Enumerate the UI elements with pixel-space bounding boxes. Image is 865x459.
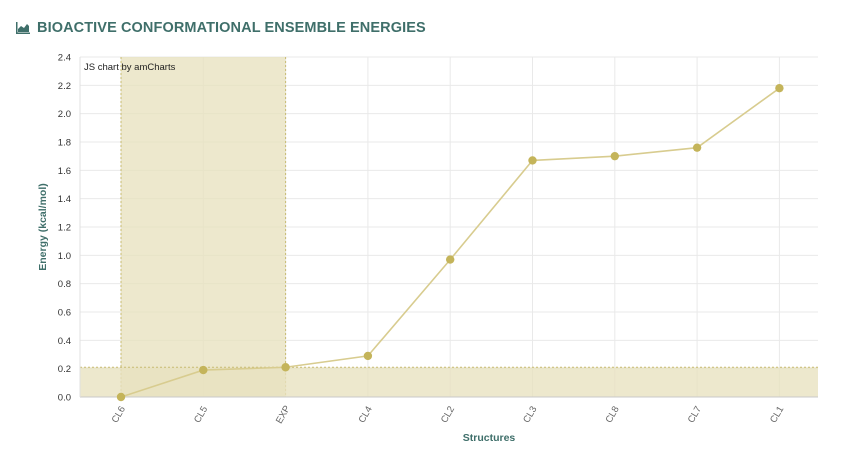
x-tick-label-cl6: CL6 — [110, 404, 128, 425]
data-point-cl2 — [446, 255, 455, 264]
chart-title: BIOACTIVE CONFORMATIONAL ENSEMBLE ENERGI… — [37, 20, 426, 36]
y-tick-label: 0.0 — [58, 393, 71, 404]
data-point-cl7 — [692, 143, 702, 152]
y-tick-label: 1.4 — [58, 194, 71, 205]
series-points — [116, 83, 784, 402]
y-tick-label: 1.8 — [58, 138, 71, 149]
y-tick-label: 2.2 — [58, 81, 71, 92]
y-tick-label: 2.4 — [58, 53, 71, 64]
x-tick-label-cl5: CL5 — [192, 404, 210, 425]
data-point-cl6 — [116, 392, 126, 402]
x-tick-label-cl4: CL4 — [357, 404, 375, 425]
area-chart-icon — [16, 22, 30, 34]
x-tick-label-cl1: CL1 — [768, 404, 786, 425]
data-point-cl1 — [775, 83, 784, 93]
x-axis-title: Structures — [463, 432, 516, 444]
chart-header: BIOACTIVE CONFORMATIONAL ENSEMBLE ENERGI… — [16, 20, 426, 36]
data-point-cl3 — [528, 156, 537, 165]
x-tick-label-cl3: CL3 — [521, 404, 539, 425]
y-tick-label: 1.0 — [58, 251, 71, 262]
x-tick-label-cl2: CL2 — [439, 404, 457, 425]
category-highlight-band — [121, 57, 286, 397]
y-tick-label: 0.6 — [58, 308, 71, 319]
data-point-cl8 — [610, 151, 619, 161]
y-tick-label: 1.6 — [58, 166, 71, 177]
x-tick-label-exp: EXP — [274, 404, 293, 426]
y-tick-label: 0.4 — [58, 336, 71, 347]
x-tick-label-cl7: CL7 — [686, 404, 704, 425]
value-highlight-band — [80, 367, 818, 397]
y-tick-label: 0.8 — [58, 279, 71, 290]
y-tick-label: 2.0 — [58, 109, 71, 120]
x-tick-label-cl8: CL8 — [604, 404, 622, 425]
y-tick-label: 1.2 — [58, 223, 71, 234]
y-axis-title: Energy (kcal/mol) — [37, 183, 49, 271]
axes — [79, 57, 818, 398]
data-point-exp — [281, 363, 290, 372]
amcharts-credit[interactable]: JS chart by amCharts — [84, 62, 176, 73]
data-point-cl4 — [363, 351, 373, 361]
y-tick-label: 0.2 — [58, 364, 71, 375]
data-point-cl5 — [199, 365, 208, 375]
